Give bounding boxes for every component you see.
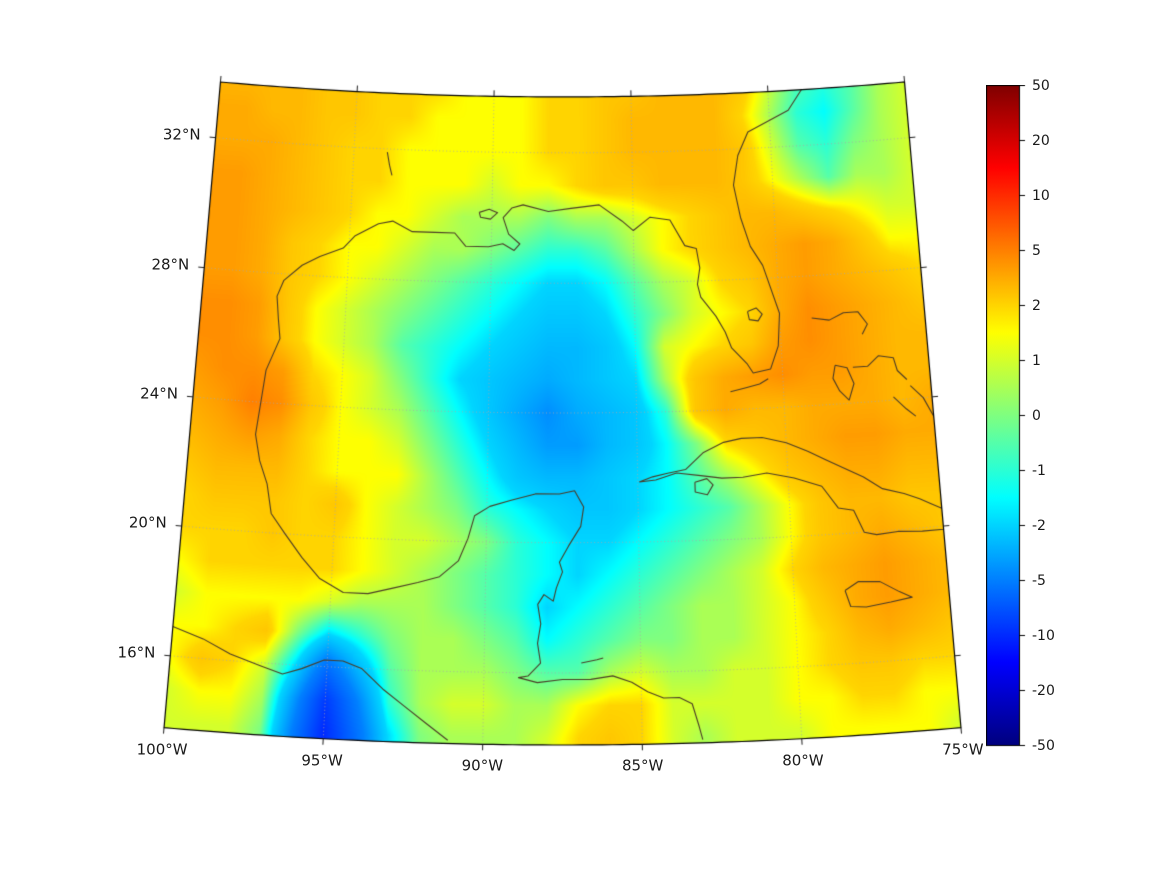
colorbar-tick-label: 20: [1032, 132, 1050, 149]
y-tick-label: 32°N: [162, 125, 201, 144]
y-tick-label: 24°N: [140, 384, 178, 403]
y-tick-label: 16°N: [117, 643, 156, 662]
colorbar-tick-label: 50: [1032, 77, 1050, 94]
colorbar-tick-label: 10: [1032, 187, 1050, 204]
colorbar-tick-label: -2: [1032, 517, 1046, 534]
colorbar-tick-label: -1: [1032, 462, 1046, 479]
colorbar-tick-label: -5: [1032, 572, 1046, 589]
y-tick-label: 28°N: [151, 255, 190, 274]
x-tick-label: 80°W: [782, 751, 824, 770]
x-tick-label: 85°W: [621, 756, 664, 775]
colorbar-tick-label: 5: [1032, 242, 1041, 259]
colorbar-tick-label: 2: [1032, 297, 1041, 314]
colorbar-tick-label: -10: [1032, 627, 1055, 644]
colorbar-tick-label: 0: [1032, 407, 1041, 424]
colorbar-tick-label: 1: [1032, 352, 1041, 369]
x-tick-label: 75°W: [942, 740, 984, 759]
x-tick-label: 90°W: [461, 756, 504, 775]
colorbar-tick-label: -50: [1032, 737, 1055, 754]
colorbar: [986, 85, 1036, 747]
y-tick-label: 20°N: [128, 513, 167, 532]
x-tick-label: 100°W: [136, 740, 188, 759]
colorbar-tick-label: -20: [1032, 682, 1055, 699]
x-tick-label: 95°W: [301, 751, 343, 770]
